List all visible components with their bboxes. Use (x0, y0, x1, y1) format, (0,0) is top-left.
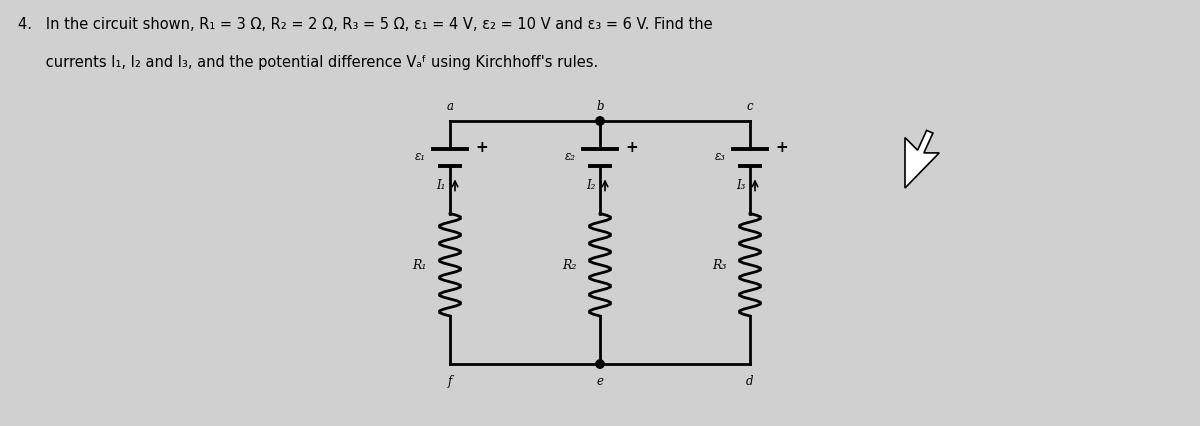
Text: c: c (746, 100, 754, 113)
Polygon shape (905, 131, 940, 189)
Text: R₁: R₁ (413, 259, 427, 272)
Text: ε₂: ε₂ (565, 150, 576, 163)
Text: ε₁: ε₁ (415, 150, 426, 163)
Text: I₁: I₁ (437, 178, 446, 192)
Text: b: b (596, 100, 604, 113)
Text: +: + (475, 140, 487, 155)
Text: e: e (596, 374, 604, 387)
Text: d: d (746, 374, 754, 387)
Circle shape (595, 118, 605, 126)
Text: R₃: R₃ (713, 259, 727, 272)
Text: +: + (775, 140, 787, 155)
Text: +: + (625, 140, 637, 155)
Text: a: a (446, 100, 454, 113)
Text: I₂: I₂ (587, 178, 596, 192)
Text: R₂: R₂ (563, 259, 577, 272)
Text: f: f (448, 374, 452, 387)
Text: I₃: I₃ (737, 178, 746, 192)
Circle shape (595, 360, 605, 368)
Text: ε₃: ε₃ (715, 150, 726, 163)
Text: currents I₁, I₂ and I₃, and the potential difference Vₐᶠ using Kirchhoff's rules: currents I₁, I₂ and I₃, and the potentia… (18, 55, 599, 70)
Text: 4.   In the circuit shown, R₁ = 3 Ω, R₂ = 2 Ω, R₃ = 5 Ω, ε₁ = 4 V, ε₂ = 10 V and: 4. In the circuit shown, R₁ = 3 Ω, R₂ = … (18, 17, 713, 32)
